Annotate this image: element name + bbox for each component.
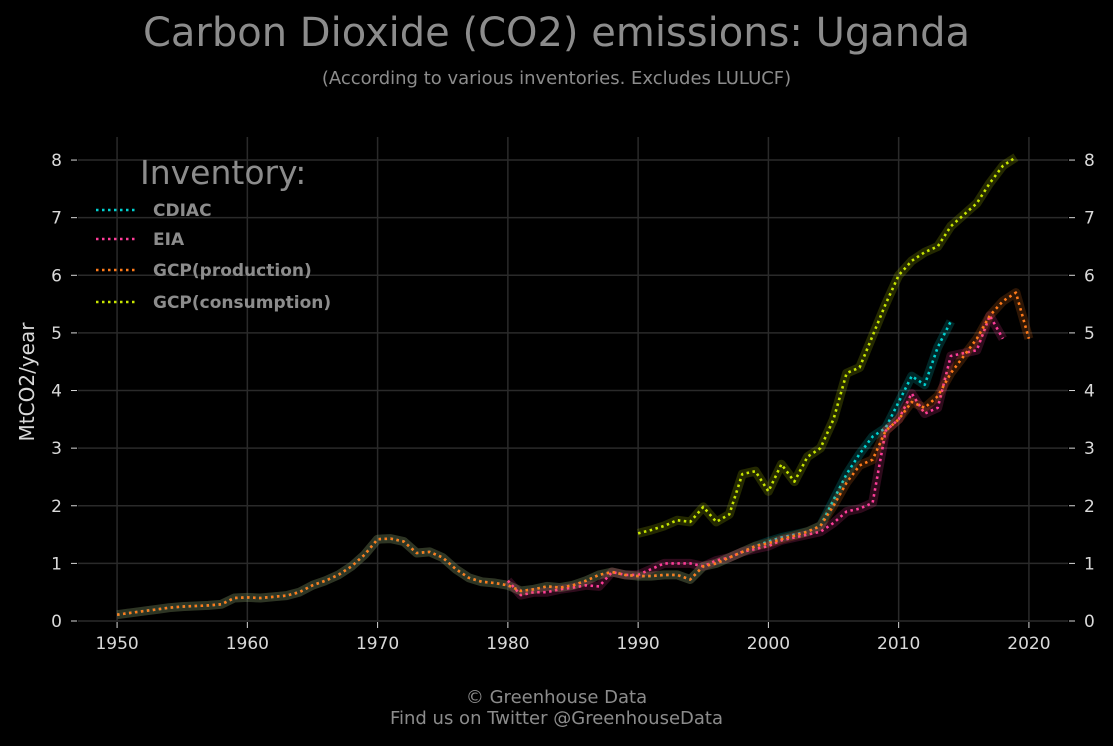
y-tick-label-left: 0 [51, 612, 62, 632]
y-tick-label-left: 7 [51, 209, 62, 229]
y-tick-label-right: 8 [1084, 151, 1095, 171]
twitter-credit: Find us on Twitter @GreenhouseData [389, 708, 724, 729]
series-glow-gcp-consumption [636, 153, 1019, 538]
y-tick-label-right: 5 [1084, 324, 1095, 344]
x-axis: 1950 1960 1970 1980 1990 2000 2010 2020 [95, 622, 1051, 654]
x-tick-label: 2020 [1007, 634, 1050, 654]
chart-subtitle: (According to various inventories. Exclu… [321, 68, 792, 89]
y-tick-label-left: 8 [51, 151, 62, 171]
series-line-gcp-consumption [637, 156, 1017, 535]
series-glow-cdiac [116, 319, 955, 620]
x-tick-label: 2000 [747, 634, 790, 654]
y-axis-right: 0 1 2 3 4 5 6 7 8 [1069, 151, 1095, 632]
series-line-cdiac [116, 320, 952, 616]
x-tick-label: 1950 [95, 634, 138, 654]
series-glow-gcp-production [116, 288, 1034, 620]
y-tick-label-right: 7 [1084, 209, 1095, 229]
y-tick-label-left: 6 [51, 266, 62, 286]
y-axis-label: MtCO2/year [15, 322, 39, 442]
y-tick-label-left: 3 [51, 439, 62, 459]
chart-title: Carbon Dioxide (CO2) emissions: Uganda [142, 10, 971, 56]
y-tick-label-left: 5 [51, 324, 62, 344]
y-tick-label-right: 1 [1084, 554, 1095, 574]
series-glow-eia [504, 311, 1007, 600]
y-tick-label-left: 1 [51, 554, 62, 574]
y-axis-left: 0 1 2 3 4 5 6 7 8 [51, 151, 77, 632]
series-group [116, 153, 1034, 620]
x-tick-label: 1980 [486, 634, 529, 654]
x-tick-label: 1960 [226, 634, 269, 654]
y-tick-label-left: 4 [51, 382, 62, 402]
grid [78, 137, 1068, 622]
x-tick-label: 1970 [356, 634, 399, 654]
legend-label-cdiac: CDIAC [153, 201, 212, 221]
legend-label-eia: EIA [153, 230, 185, 250]
legend-label-gcp-production: GCP(production) [153, 261, 312, 281]
y-tick-label-right: 6 [1084, 266, 1095, 286]
credit-line: © Greenhouse Data [465, 687, 648, 708]
y-tick-label-left: 2 [51, 497, 62, 517]
x-tick-label: 2010 [877, 634, 920, 654]
legend: Inventory: CDIAC EIA GCP(production) GCP(co… [96, 153, 331, 313]
legend-title: Inventory: [140, 153, 306, 192]
y-tick-label-right: 0 [1084, 612, 1095, 632]
y-tick-label-right: 2 [1084, 497, 1095, 517]
series-line-gcp-production [116, 291, 1031, 616]
legend-label-gcp-consumption: GCP(consumption) [153, 293, 331, 313]
y-tick-label-right: 3 [1084, 439, 1095, 459]
y-tick-label-right: 4 [1084, 382, 1095, 402]
x-tick-label: 1990 [616, 634, 659, 654]
